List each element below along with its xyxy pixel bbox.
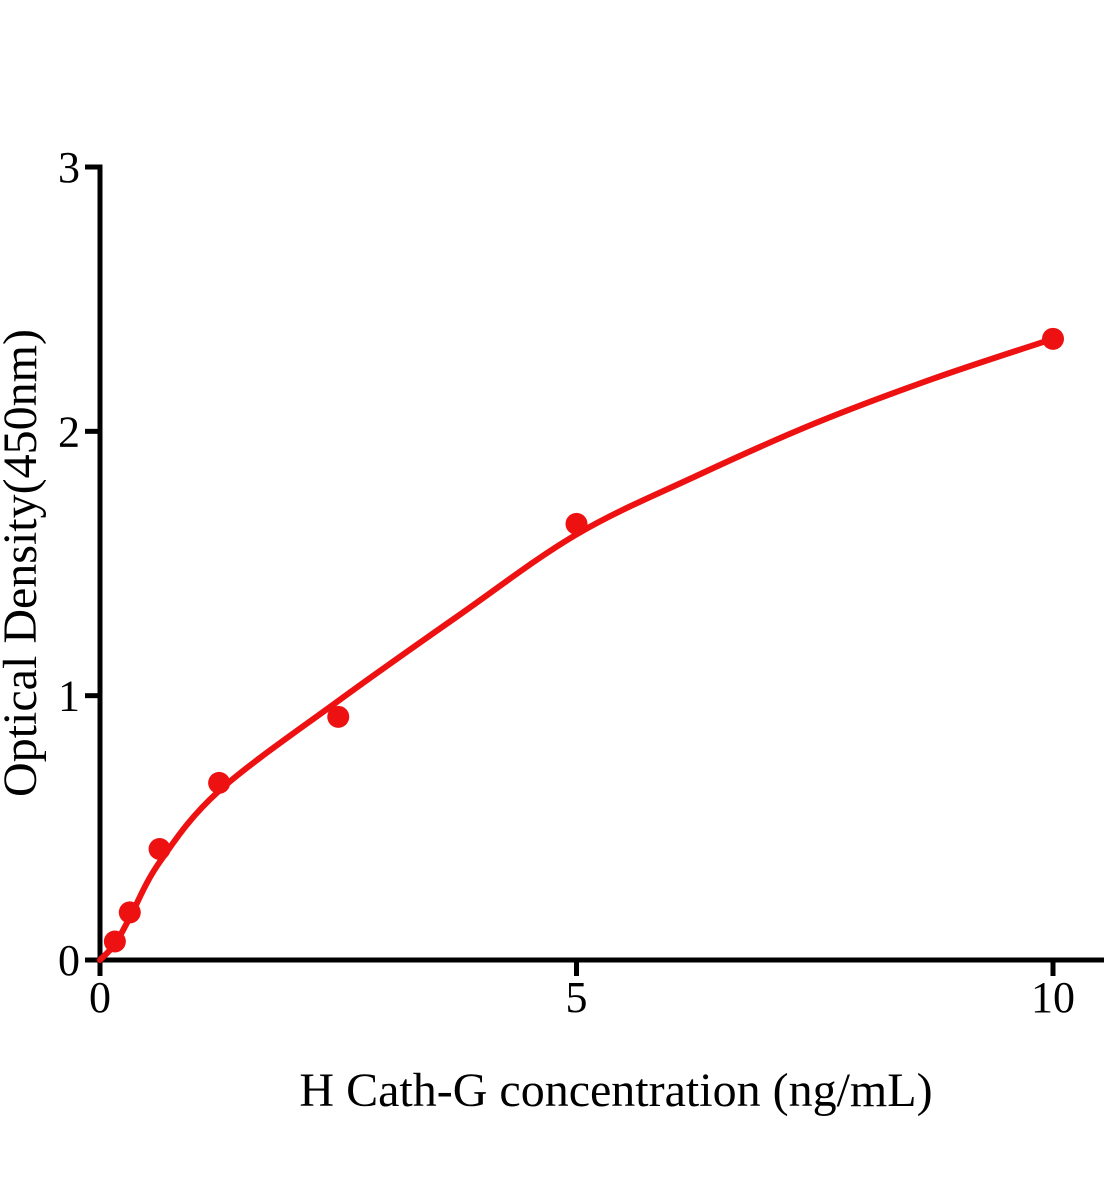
series-layer [97, 327, 1064, 963]
data-point [148, 837, 171, 860]
y-tick-label: 2 [58, 407, 80, 456]
data-point [1042, 327, 1064, 350]
data-point [208, 771, 231, 794]
data-point [565, 512, 588, 535]
y-tick-label: 3 [58, 143, 80, 192]
y-tick-label: 1 [58, 672, 80, 721]
data-point [327, 705, 350, 728]
x-axis-title: H Cath-G concentration (ng/mL) [299, 1064, 932, 1117]
data-point [103, 930, 126, 953]
fit-curve [97, 335, 1056, 963]
x-tick-label: 0 [89, 973, 111, 1022]
axes-layer: 0 1 2 3 0 5 10 [58, 143, 1104, 1022]
x-tick-label: 10 [1031, 973, 1075, 1022]
x-tick-label: 5 [566, 973, 588, 1022]
y-tick-label: 0 [58, 936, 80, 985]
data-point [118, 901, 141, 924]
y-axis-title: Optical Density(450nm) [0, 329, 47, 797]
